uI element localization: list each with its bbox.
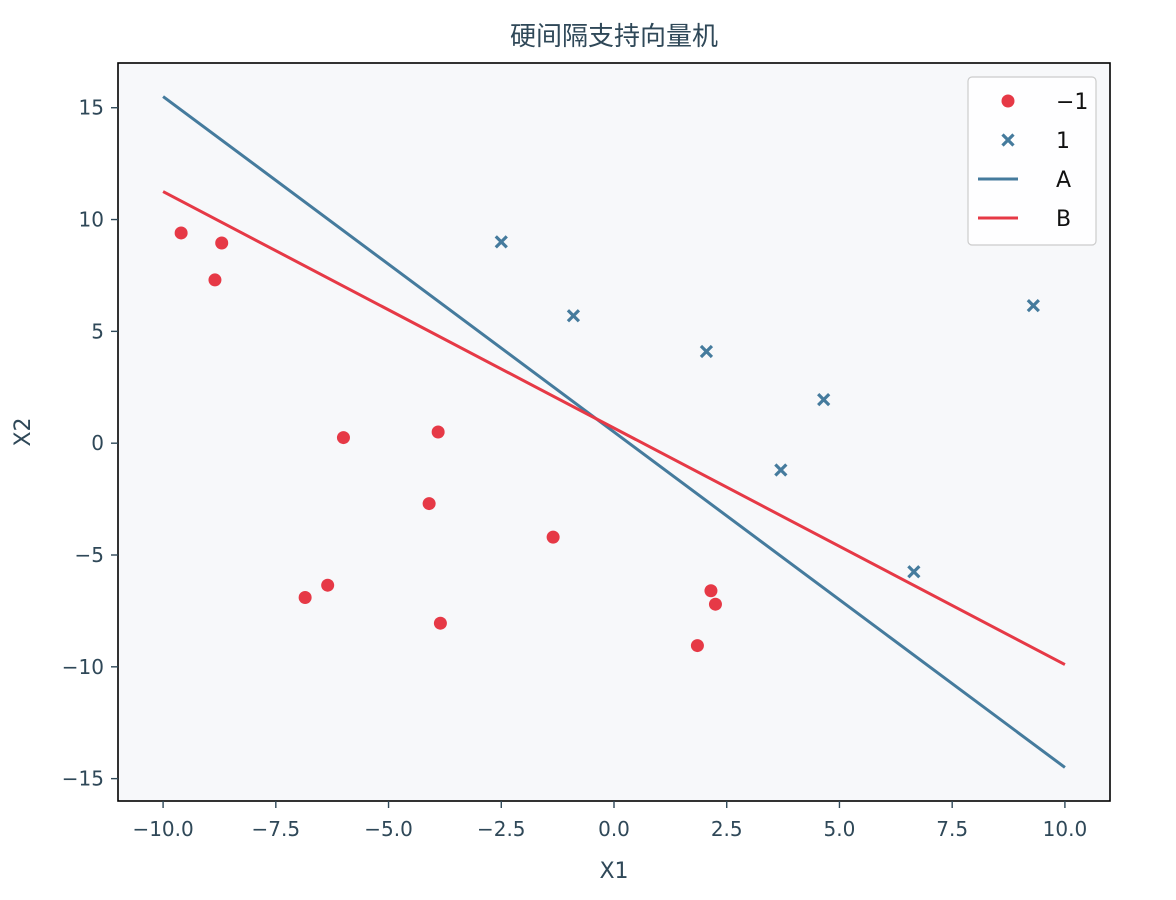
data-point-positive [1026,299,1040,313]
x-tick-label: −5.0 [364,817,413,841]
data-point-negative [298,590,312,604]
data-point-positive [494,235,508,249]
data-point-negative [336,431,350,445]
legend-label: 1 [1056,129,1070,154]
data-point-positive [774,463,788,477]
data-point-negative [708,597,722,611]
x-tick-label: 2.5 [711,817,743,841]
x-tick-label: −7.5 [252,817,301,841]
y-axis-ticks: −15 −10 −5 0 5 10 15 [62,96,118,791]
y-axis-label: X2 [11,417,36,446]
legend-circle-marker [1001,94,1015,108]
x-tick-label: −2.5 [477,817,526,841]
data-point-negative [546,530,560,544]
x-axis-label: X1 [599,859,628,884]
legend-label: −1 [1056,90,1088,115]
y-tick-label: −10 [62,655,104,679]
y-tick-label: 0 [91,431,104,455]
legend: −1 1 AB [967,76,1097,246]
y-tick-label: −15 [62,767,104,791]
x-tick-label: 5.0 [824,817,856,841]
data-point-negative [321,578,335,592]
series-line-a [162,95,1066,769]
chart-title: 硬间隔支持向量机 [510,22,718,52]
x-tick-label: −10.0 [132,817,193,841]
data-point-negative [208,273,222,287]
legend-x-marker [1001,133,1015,147]
data-point-negative [422,497,436,511]
data-point-positive [817,392,831,407]
data-point-negative [431,425,445,439]
data-point-positive [699,344,714,359]
y-tick-label: 15 [79,96,104,120]
line-series-layer [162,95,1066,769]
data-point-negative [704,584,718,598]
x-axis-ticks: −10.0 −7.5 −5.0 −2.5 0.0 2.5 5.0 7.5 10.0 [132,801,1087,841]
legend-label: A [1056,168,1071,193]
data-point-negative [690,639,704,653]
x-tick-label: 7.5 [936,817,968,841]
y-tick-label: 5 [91,319,104,343]
point-series-layer [174,226,1040,653]
data-point-positive [907,565,921,579]
x-tick-label: 10.0 [1043,817,1088,841]
y-tick-label: −5 [75,543,104,567]
y-tick-label: 10 [79,208,104,232]
data-point-negative [215,236,229,250]
x-tick-label: 0.0 [598,817,630,841]
legend-frame [967,76,1097,246]
data-point-negative [174,226,188,240]
series-line-b [162,190,1066,666]
data-point-negative [433,616,447,630]
data-point-positive [566,309,581,323]
legend-label: B [1056,207,1071,232]
